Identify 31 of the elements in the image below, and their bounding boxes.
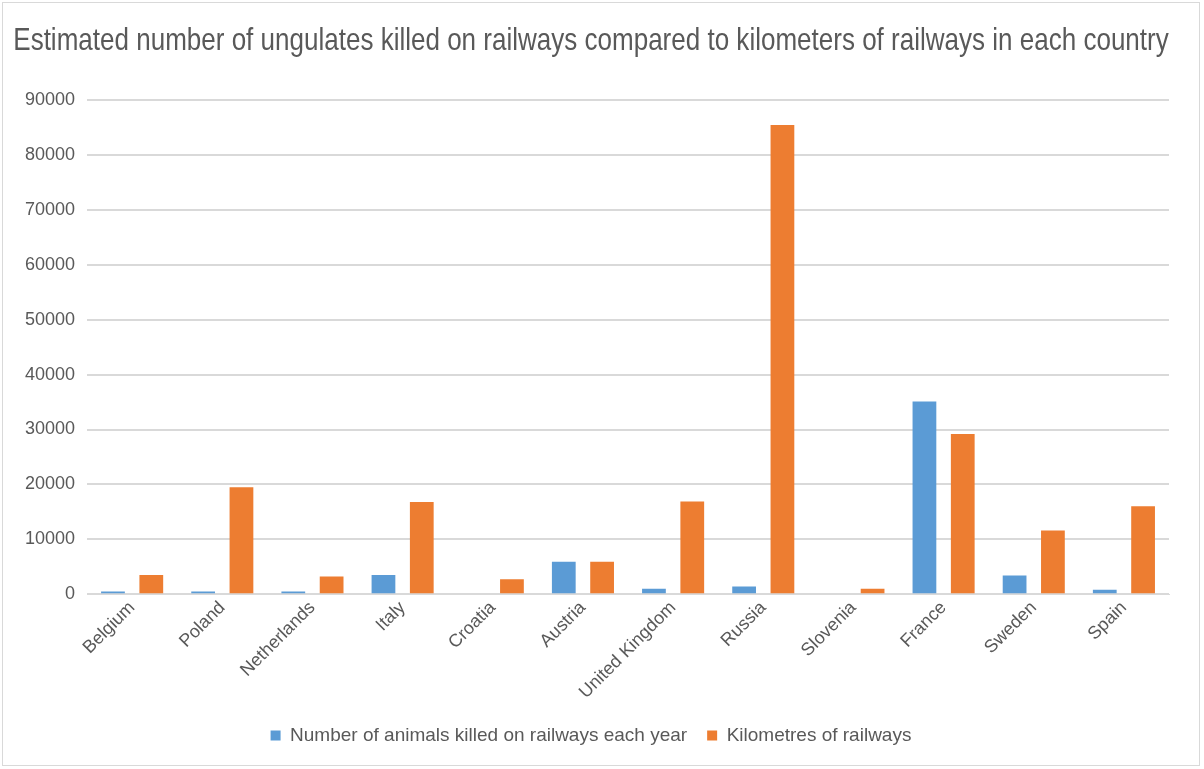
bar [139,574,164,594]
chart-title: Estimated number of ungulates killed on railways compared to kilometers of railways in each country [13,21,1170,57]
bar [371,574,396,594]
bar [590,561,614,594]
bar [732,586,756,594]
y-tick-label: 0 [65,583,76,604]
bar [912,401,937,594]
bar [950,433,975,594]
y-tick-label: 40000 [24,363,76,384]
legend-label: Number of animals killed on railways each year [290,723,688,745]
y-tick-label: 20000 [24,473,76,494]
y-tick-label: 80000 [24,144,76,165]
bar [229,487,254,594]
y-tick-label: 90000 [24,89,76,110]
x-tick-label: Italy [371,597,409,635]
legend-label: Kilometres of railways [726,723,912,745]
y-tick-label: 70000 [24,198,76,219]
bar [1041,530,1065,594]
bar [500,579,524,594]
bar [680,501,705,594]
bar [1002,575,1027,594]
y-tick-label: 60000 [24,253,76,274]
y-tick-label: 50000 [24,308,76,329]
bar [1131,506,1155,594]
bar [551,561,576,594]
y-tick-label: 30000 [24,418,76,439]
bar [770,124,795,594]
y-tick-label: 10000 [24,528,76,549]
bar [319,576,344,594]
bar [409,501,434,594]
bar [642,588,666,594]
